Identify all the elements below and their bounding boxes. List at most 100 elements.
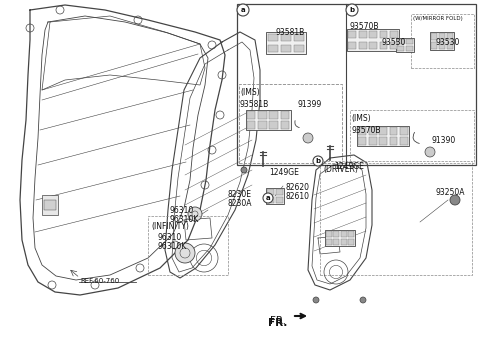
Bar: [269, 112, 278, 119]
Bar: [439, 33, 445, 40]
Text: 96310: 96310: [170, 206, 194, 215]
Ellipse shape: [241, 167, 247, 173]
Bar: [341, 231, 347, 237]
Bar: [350, 110, 474, 163]
Ellipse shape: [450, 195, 460, 205]
Ellipse shape: [237, 4, 249, 16]
Ellipse shape: [188, 207, 202, 221]
Bar: [390, 42, 398, 49]
Ellipse shape: [303, 133, 313, 143]
Bar: [359, 42, 367, 49]
Bar: [397, 46, 404, 51]
Text: 93581B: 93581B: [275, 28, 304, 37]
Text: 96310: 96310: [158, 233, 182, 242]
Text: 93570B: 93570B: [349, 22, 379, 31]
Bar: [411, 14, 474, 68]
Bar: [396, 38, 414, 52]
Text: a: a: [266, 195, 270, 201]
Bar: [389, 127, 397, 135]
Bar: [359, 31, 367, 38]
Bar: [358, 127, 366, 135]
Bar: [42, 195, 58, 215]
Text: 93530: 93530: [381, 38, 406, 47]
Bar: [439, 42, 445, 49]
Bar: [281, 34, 291, 41]
Text: 91390: 91390: [432, 136, 456, 145]
Text: 1249GE: 1249GE: [269, 168, 299, 177]
Bar: [326, 239, 332, 245]
Bar: [431, 33, 437, 40]
Bar: [347, 29, 399, 51]
Bar: [430, 32, 454, 50]
Bar: [237, 4, 476, 165]
Ellipse shape: [346, 4, 358, 16]
Bar: [266, 32, 306, 54]
Bar: [369, 137, 376, 145]
Bar: [325, 230, 355, 246]
Bar: [369, 127, 376, 135]
Bar: [447, 33, 453, 40]
Text: 82620: 82620: [286, 183, 310, 192]
Ellipse shape: [313, 156, 323, 166]
Bar: [390, 31, 398, 38]
Ellipse shape: [425, 147, 435, 157]
Bar: [44, 200, 56, 210]
Bar: [380, 42, 387, 49]
Bar: [239, 84, 342, 163]
Text: (DRIVER): (DRIVER): [323, 165, 358, 174]
Bar: [247, 121, 255, 128]
Text: 93581B: 93581B: [240, 100, 269, 109]
Bar: [276, 189, 283, 195]
Bar: [334, 231, 339, 237]
Bar: [406, 39, 413, 44]
Bar: [397, 39, 404, 44]
Bar: [357, 126, 409, 146]
Bar: [369, 42, 377, 49]
Text: FR.: FR.: [270, 316, 286, 326]
Bar: [148, 216, 228, 275]
Bar: [369, 31, 377, 38]
Text: (INFINITY): (INFINITY): [151, 222, 189, 231]
Text: 96310K: 96310K: [158, 242, 187, 251]
Bar: [379, 137, 387, 145]
Text: 8230E: 8230E: [228, 190, 252, 199]
Ellipse shape: [360, 297, 366, 303]
Bar: [294, 44, 304, 53]
Text: (IMS): (IMS): [240, 88, 260, 97]
Text: (IMS): (IMS): [351, 114, 371, 123]
Bar: [341, 239, 347, 245]
Bar: [247, 112, 255, 119]
Bar: [267, 197, 274, 203]
Text: (W/MIRROR FOLD): (W/MIRROR FOLD): [413, 16, 463, 21]
Bar: [326, 231, 332, 237]
Text: 82610: 82610: [286, 192, 310, 201]
Text: 93570B: 93570B: [351, 126, 381, 135]
Text: 93250A: 93250A: [436, 188, 466, 197]
Text: REF.60-760: REF.60-760: [80, 278, 119, 284]
Ellipse shape: [263, 193, 273, 203]
Bar: [258, 121, 266, 128]
Bar: [267, 189, 274, 195]
Bar: [320, 161, 472, 275]
Bar: [281, 44, 291, 53]
Bar: [431, 42, 437, 49]
Ellipse shape: [313, 297, 319, 303]
Bar: [258, 112, 266, 119]
Bar: [406, 46, 413, 51]
Bar: [334, 239, 339, 245]
Text: b: b: [349, 7, 355, 13]
Bar: [348, 239, 354, 245]
Bar: [245, 110, 290, 130]
Bar: [400, 127, 408, 135]
Bar: [269, 121, 278, 128]
Ellipse shape: [175, 243, 195, 263]
Bar: [281, 121, 289, 128]
Bar: [268, 34, 277, 41]
Bar: [281, 112, 289, 119]
Bar: [400, 137, 408, 145]
Bar: [380, 31, 387, 38]
Bar: [379, 127, 387, 135]
Text: 8230A: 8230A: [228, 199, 252, 208]
Bar: [294, 34, 304, 41]
Text: 91399: 91399: [298, 100, 322, 109]
